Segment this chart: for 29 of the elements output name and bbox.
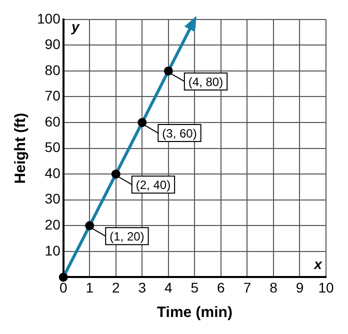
- x-tick-label: 9: [296, 279, 304, 296]
- x-tick-label: 3: [138, 279, 146, 296]
- x-tick-label: 8: [270, 279, 278, 296]
- y-tick-label: 40: [44, 164, 61, 181]
- y-tick-label: 100: [37, 10, 61, 26]
- y-tick-label: 30: [44, 190, 61, 207]
- x-tick-label: 10: [318, 279, 334, 296]
- y-tick-label: 60: [44, 113, 61, 130]
- x-tick-label: 6: [217, 279, 226, 296]
- x-tick-label: 0: [59, 279, 68, 296]
- y-tick-label: 50: [44, 139, 61, 156]
- x-tick-label: 7: [243, 279, 252, 296]
- x-tick-label: 4: [164, 279, 173, 296]
- y-tick-label: 90: [44, 36, 61, 52]
- x-tick-label: 2: [112, 279, 120, 296]
- annotation: (2, 40): [136, 178, 171, 192]
- y-tick-label: 20: [44, 216, 61, 232]
- x-tick-label: 1: [86, 279, 94, 296]
- annotation: y: [70, 18, 80, 34]
- y-tick-label: 80: [44, 62, 61, 78]
- y-axis-title: Height (ft): [12, 112, 30, 184]
- x-tick-label: 5: [190, 279, 199, 296]
- y-tick-label: 10: [44, 242, 61, 258]
- annotation: (1, 20): [110, 229, 144, 244]
- annotation: (4, 80): [188, 74, 224, 89]
- annotation: (3, 60): [162, 126, 197, 140]
- annotation: x: [313, 256, 324, 272]
- x-axis-title: Time (min): [156, 304, 232, 322]
- y-tick-label: 70: [44, 88, 61, 104]
